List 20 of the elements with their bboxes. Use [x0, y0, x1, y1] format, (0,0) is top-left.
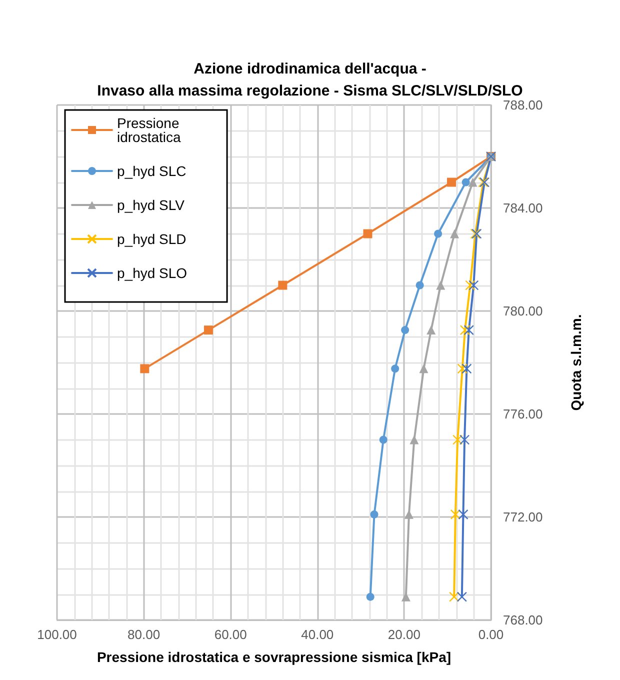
y-tick-label: 788.00 — [503, 98, 543, 112]
x-tick-label: 40.00 — [301, 627, 334, 642]
y-tick-label: 768.00 — [503, 612, 543, 628]
x-tick-label: 60.00 — [214, 627, 247, 642]
y-tick-label: 776.00 — [503, 406, 543, 422]
legend-label: p_hyd SLV — [117, 197, 186, 213]
legend-label: Pressione idrostatica — [117, 115, 184, 145]
x-tick-label: 80.00 — [128, 627, 160, 642]
legend-label: p_hyd SLC — [117, 163, 186, 179]
legend-label: p_hyd SLD — [117, 231, 186, 247]
x-tick-label: 20.00 — [388, 627, 420, 642]
y-axis-title: Quota s.l.m.m. — [568, 314, 584, 411]
x-axis-title: Pressione idrostatica e sovrapressione sismica [kPa] — [96, 649, 452, 665]
y-tick-label: 784.00 — [503, 200, 543, 216]
x-tick-label: 100.00 — [37, 627, 77, 642]
y-tick-label: 772.00 — [503, 510, 543, 524]
legend-label: p_hyd SLO — [117, 265, 188, 281]
chart-title: Azione idrodinamica dell'acqua - Invaso alla massima regolazione - Sisma SLC/SLV/SLD/SLO — [97, 60, 524, 100]
y-tick-label: 780.00 — [503, 304, 543, 318]
x-tick-label: 0.00 — [478, 627, 504, 642]
